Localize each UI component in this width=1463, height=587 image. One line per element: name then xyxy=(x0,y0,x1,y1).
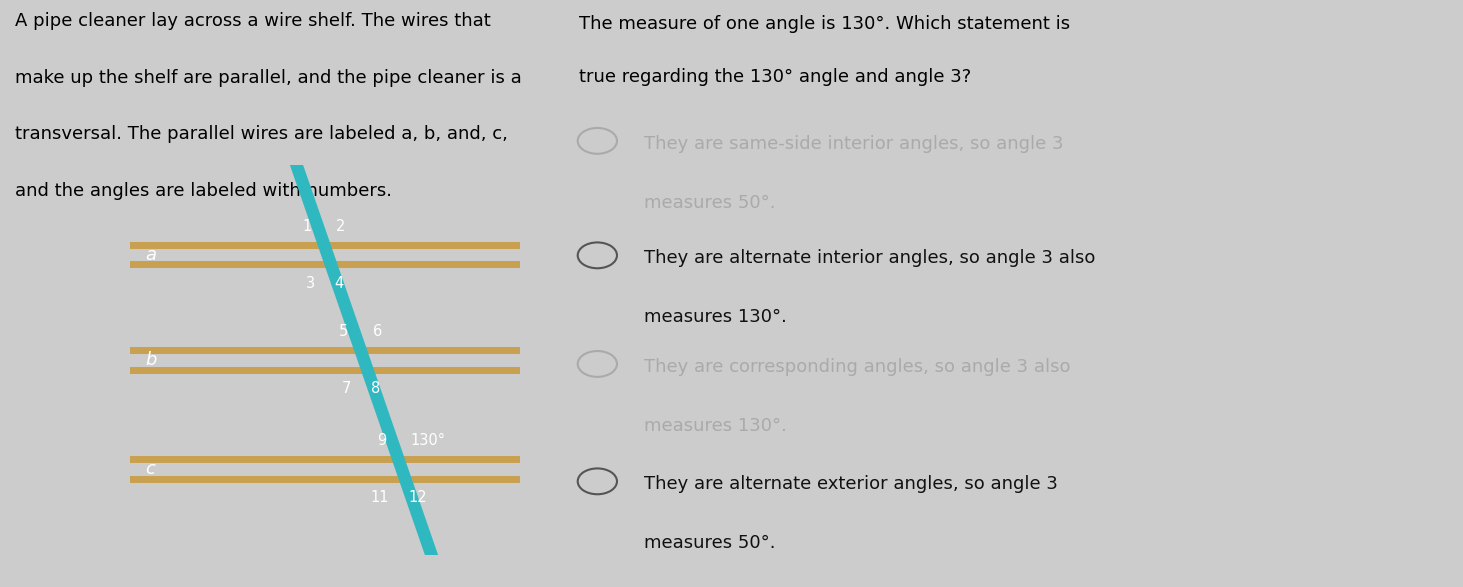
Text: They are corresponding angles, so angle 3 also: They are corresponding angles, so angle … xyxy=(644,358,1071,376)
Text: The measure of one angle is 130°. Which statement is: The measure of one angle is 130°. Which … xyxy=(579,15,1071,33)
Text: 2: 2 xyxy=(336,219,345,234)
Text: 5: 5 xyxy=(339,324,348,339)
Text: b: b xyxy=(146,351,157,369)
Text: They are alternate exterior angles, so angle 3: They are alternate exterior angles, so a… xyxy=(644,475,1058,494)
Text: 11: 11 xyxy=(370,490,389,505)
Text: and the angles are labeled with numbers.: and the angles are labeled with numbers. xyxy=(15,182,392,200)
Text: 9: 9 xyxy=(377,433,386,448)
Text: 12: 12 xyxy=(408,490,427,505)
Text: 3: 3 xyxy=(306,276,315,291)
Text: measures 130°.: measures 130°. xyxy=(644,308,787,326)
Text: 8: 8 xyxy=(372,381,380,396)
Text: c: c xyxy=(146,460,155,478)
Text: measures 130°.: measures 130°. xyxy=(644,417,787,435)
Text: A pipe cleaner lay across a wire shelf. The wires that: A pipe cleaner lay across a wire shelf. … xyxy=(15,12,490,30)
Text: They are same-side interior angles, so angle 3: They are same-side interior angles, so a… xyxy=(644,135,1064,153)
Text: 1: 1 xyxy=(303,219,312,234)
Text: true regarding the 130° angle and angle 3?: true regarding the 130° angle and angle … xyxy=(579,68,971,86)
Text: 130°: 130° xyxy=(411,433,445,448)
Text: They are alternate interior angles, so angle 3 also: They are alternate interior angles, so a… xyxy=(644,249,1096,268)
Text: transversal. The parallel wires are labeled a, b, and, c,: transversal. The parallel wires are labe… xyxy=(15,126,508,143)
Text: 6: 6 xyxy=(373,324,382,339)
Text: 4: 4 xyxy=(335,276,344,291)
Text: a: a xyxy=(146,246,157,264)
Text: make up the shelf are parallel, and the pipe cleaner is a: make up the shelf are parallel, and the … xyxy=(15,69,521,86)
Text: measures 50°.: measures 50°. xyxy=(644,534,775,552)
Text: 7: 7 xyxy=(342,381,351,396)
Text: measures 50°.: measures 50°. xyxy=(644,194,775,212)
